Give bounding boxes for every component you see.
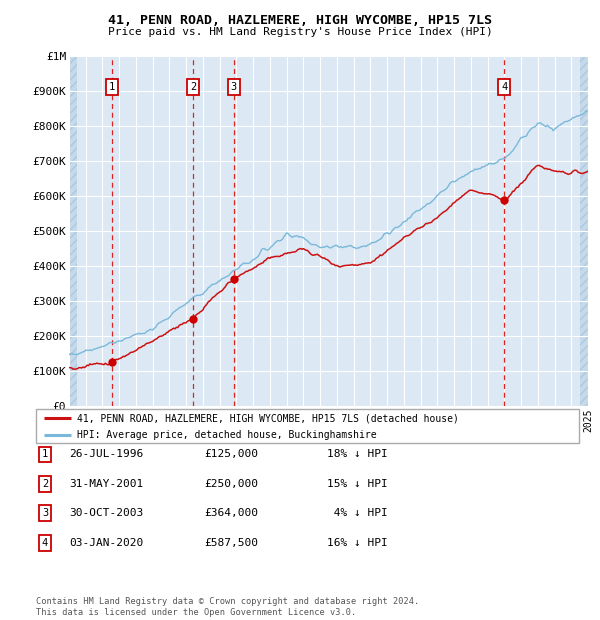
Text: £587,500: £587,500 [204, 538, 258, 548]
Text: 3: 3 [230, 82, 236, 92]
Text: 4% ↓ HPI: 4% ↓ HPI [327, 508, 388, 518]
Text: 15% ↓ HPI: 15% ↓ HPI [327, 479, 388, 489]
Text: 1: 1 [109, 82, 115, 92]
Text: 4: 4 [502, 82, 508, 92]
Text: 26-JUL-1996: 26-JUL-1996 [69, 450, 143, 459]
Text: 03-JAN-2020: 03-JAN-2020 [69, 538, 143, 548]
Text: 41, PENN ROAD, HAZLEMERE, HIGH WYCOMBE, HP15 7LS: 41, PENN ROAD, HAZLEMERE, HIGH WYCOMBE, … [108, 14, 492, 27]
FancyBboxPatch shape [36, 409, 579, 443]
Text: Price paid vs. HM Land Registry's House Price Index (HPI): Price paid vs. HM Land Registry's House … [107, 27, 493, 37]
Text: 1: 1 [42, 450, 48, 459]
Text: £125,000: £125,000 [204, 450, 258, 459]
Text: 30-OCT-2003: 30-OCT-2003 [69, 508, 143, 518]
Text: 41, PENN ROAD, HAZLEMERE, HIGH WYCOMBE, HP15 7LS (detached house): 41, PENN ROAD, HAZLEMERE, HIGH WYCOMBE, … [77, 413, 458, 423]
Text: 16% ↓ HPI: 16% ↓ HPI [327, 538, 388, 548]
Text: £364,000: £364,000 [204, 508, 258, 518]
Text: 4: 4 [42, 538, 48, 548]
Text: 3: 3 [42, 508, 48, 518]
Text: HPI: Average price, detached house, Buckinghamshire: HPI: Average price, detached house, Buck… [77, 430, 376, 440]
Text: £250,000: £250,000 [204, 479, 258, 489]
Text: 2: 2 [190, 82, 196, 92]
Text: 2: 2 [42, 479, 48, 489]
Text: Contains HM Land Registry data © Crown copyright and database right 2024.
This d: Contains HM Land Registry data © Crown c… [36, 598, 419, 617]
Text: 31-MAY-2001: 31-MAY-2001 [69, 479, 143, 489]
Text: 18% ↓ HPI: 18% ↓ HPI [327, 450, 388, 459]
